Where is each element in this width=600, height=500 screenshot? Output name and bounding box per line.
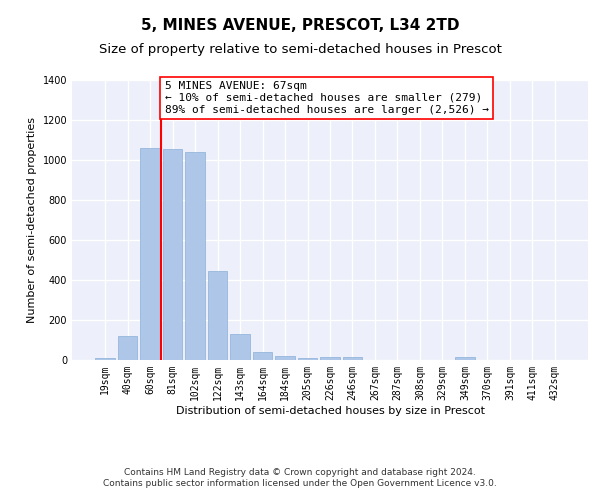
- Bar: [230, 334, 250, 360]
- Bar: [140, 148, 160, 360]
- Bar: [163, 149, 182, 360]
- Bar: [185, 152, 205, 360]
- Bar: [253, 352, 272, 360]
- Text: Size of property relative to semi-detached houses in Prescot: Size of property relative to semi-detach…: [98, 42, 502, 56]
- Bar: [455, 357, 475, 360]
- Text: Contains HM Land Registry data © Crown copyright and database right 2024.
Contai: Contains HM Land Registry data © Crown c…: [103, 468, 497, 487]
- Bar: [208, 271, 227, 360]
- Y-axis label: Number of semi-detached properties: Number of semi-detached properties: [27, 117, 37, 323]
- Bar: [298, 358, 317, 360]
- Bar: [343, 357, 362, 360]
- Text: 5 MINES AVENUE: 67sqm
← 10% of semi-detached houses are smaller (279)
89% of sem: 5 MINES AVENUE: 67sqm ← 10% of semi-deta…: [164, 82, 488, 114]
- Bar: [275, 356, 295, 360]
- Bar: [320, 357, 340, 360]
- X-axis label: Distribution of semi-detached houses by size in Prescot: Distribution of semi-detached houses by …: [176, 406, 485, 415]
- Bar: [95, 358, 115, 360]
- Text: 5, MINES AVENUE, PRESCOT, L34 2TD: 5, MINES AVENUE, PRESCOT, L34 2TD: [141, 18, 459, 32]
- Bar: [118, 336, 137, 360]
